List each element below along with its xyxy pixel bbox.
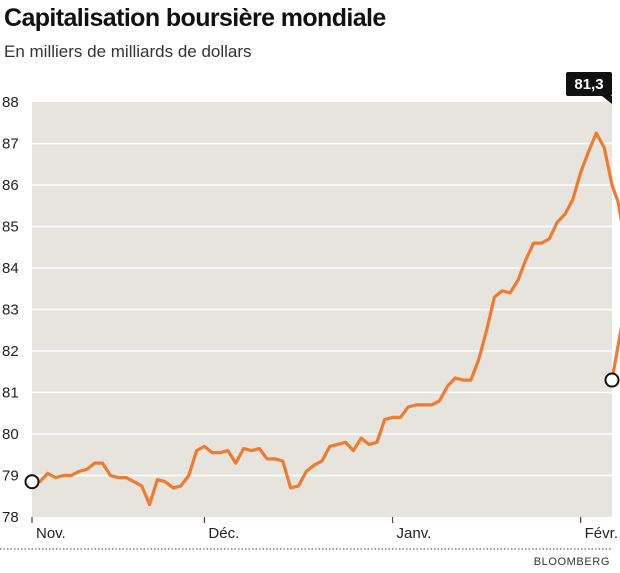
y-tick-label: 82: [2, 343, 19, 360]
y-tick-label: 79: [2, 468, 19, 485]
y-tick-label: 87: [2, 136, 19, 153]
chart-subtitle: En milliers de milliards de dollars: [4, 42, 252, 61]
callout-box: [566, 72, 612, 96]
series-line: [30, 131, 614, 507]
y-tick-label: 78: [2, 509, 19, 526]
y-tick-label: 85: [2, 219, 19, 236]
source-credit: BLOOMBERG: [533, 556, 610, 568]
x-axis-ticks: Nov. Déc. Janv. Févr.: [31, 517, 618, 542]
x-tick-label: Janv.: [397, 525, 432, 542]
y-tick-label: 80: [2, 426, 19, 443]
y-tick-label: 86: [2, 177, 19, 194]
value-callout: 81,3: [566, 72, 612, 104]
start-point-marker: [24, 474, 40, 490]
gridlines: [32, 142, 612, 477]
x-tick-label: Déc.: [208, 525, 239, 542]
callout-label: 81,3: [574, 76, 603, 93]
y-tick-label: 83: [2, 302, 19, 319]
series-layer: [24, 131, 620, 507]
x-tick-label: Févr.: [585, 525, 618, 542]
callout-pointer: [602, 96, 612, 104]
y-tick-label: 84: [2, 260, 19, 277]
series-line-tail: [610, 183, 620, 382]
x-tick-label: Nov.: [36, 525, 66, 542]
y-axis-ticks: 78 79 80 81 82 83 84 85 86 87 88: [2, 94, 19, 526]
end-point-marker: [604, 372, 620, 388]
chart-title: Capitalisation boursière mondiale: [4, 4, 386, 32]
y-tick-label: 81: [2, 385, 19, 402]
y-tick-label: 88: [2, 94, 19, 111]
